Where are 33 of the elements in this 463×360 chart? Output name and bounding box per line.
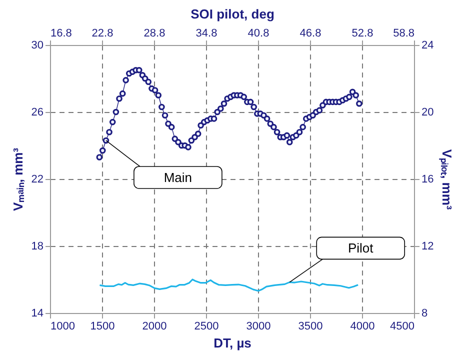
x-tick-label: 3500 <box>298 320 323 332</box>
x-tick-label: 2000 <box>142 320 167 332</box>
y2-tick-label: 16 <box>422 174 434 186</box>
line-series <box>98 278 359 292</box>
x2-tick-label: 52.8 <box>352 28 374 40</box>
y-tick-label: 30 <box>31 40 44 52</box>
x2-tick-label: 28.8 <box>144 28 166 40</box>
x2-tick-label: 40.8 <box>248 28 270 40</box>
x-tick-label: 4000 <box>350 320 375 332</box>
y-tick-label: 18 <box>31 240 44 252</box>
x2-tick-label: 34.8 <box>196 28 218 40</box>
y-tick-label: 26 <box>31 106 44 118</box>
x-tick-label: 2500 <box>194 320 219 332</box>
x2-tick-label: 58.8 <box>393 28 414 40</box>
x-axis-title: DT, µs <box>214 336 252 350</box>
x-tick-label: 3000 <box>246 320 271 332</box>
y2-tick-label: 24 <box>422 40 434 52</box>
y-axis-title: Vₘₐᵢₙ, mm³ <box>10 147 26 212</box>
x-tick-label: 1000 <box>50 320 75 332</box>
y2-tick-label: 20 <box>422 106 434 118</box>
x2-tick-label: 22.8 <box>92 28 114 40</box>
x-tick-label: 4500 <box>390 320 414 332</box>
x-tick-label: 1500 <box>90 320 115 332</box>
y-tick-label: 22 <box>31 174 44 186</box>
series-label: Main <box>164 170 192 185</box>
y2-tick-label: 12 <box>422 240 434 252</box>
y2-tick-label: 8 <box>422 308 428 320</box>
x2-axis-title: SOI pilot, deg <box>190 6 274 22</box>
x2-tick-label: 16.8 <box>50 28 72 40</box>
x2-tick-label: 46.8 <box>300 28 322 40</box>
y-tick-label: 14 <box>31 308 44 320</box>
text: Pilot <box>348 240 374 256</box>
y2-axis-title: Vₚᵢₗₒₜ, mm³ <box>438 149 455 210</box>
